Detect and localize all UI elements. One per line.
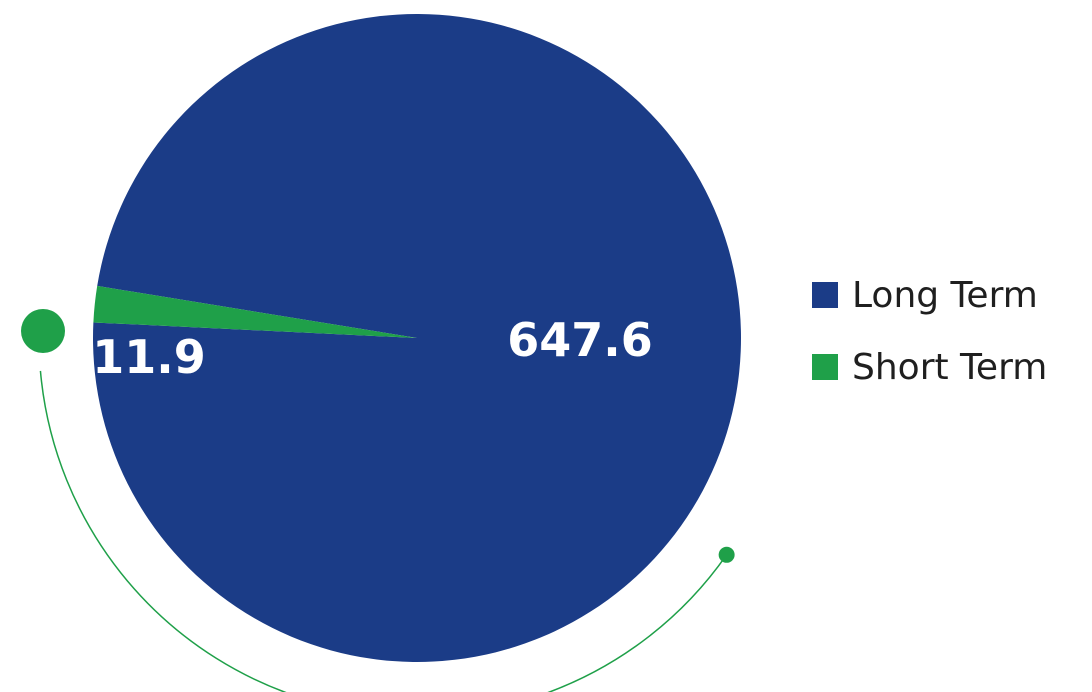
legend: Long Term Short Term — [812, 272, 1047, 416]
decorative-dot-small — [718, 546, 735, 563]
legend-label-long-term: Long Term — [852, 274, 1038, 316]
pie-slices — [93, 14, 742, 663]
decorative-dot-large — [21, 309, 65, 353]
slice-long-term — [93, 14, 742, 663]
legend-item-long-term: Long Term — [812, 272, 1047, 318]
legend-item-short-term: Short Term — [812, 344, 1047, 390]
slice-short-term — [93, 285, 417, 338]
pie-data-labels: 647.6 11.9 — [92, 313, 653, 384]
data-label-long-term: 647.6 — [507, 313, 653, 367]
legend-label-short-term: Short Term — [852, 346, 1048, 388]
legend-swatch-short-term — [812, 354, 838, 380]
legend-swatch-long-term — [812, 282, 838, 308]
decorative-arc — [39, 370, 728, 692]
data-label-short-term: 11.9 — [92, 330, 206, 384]
